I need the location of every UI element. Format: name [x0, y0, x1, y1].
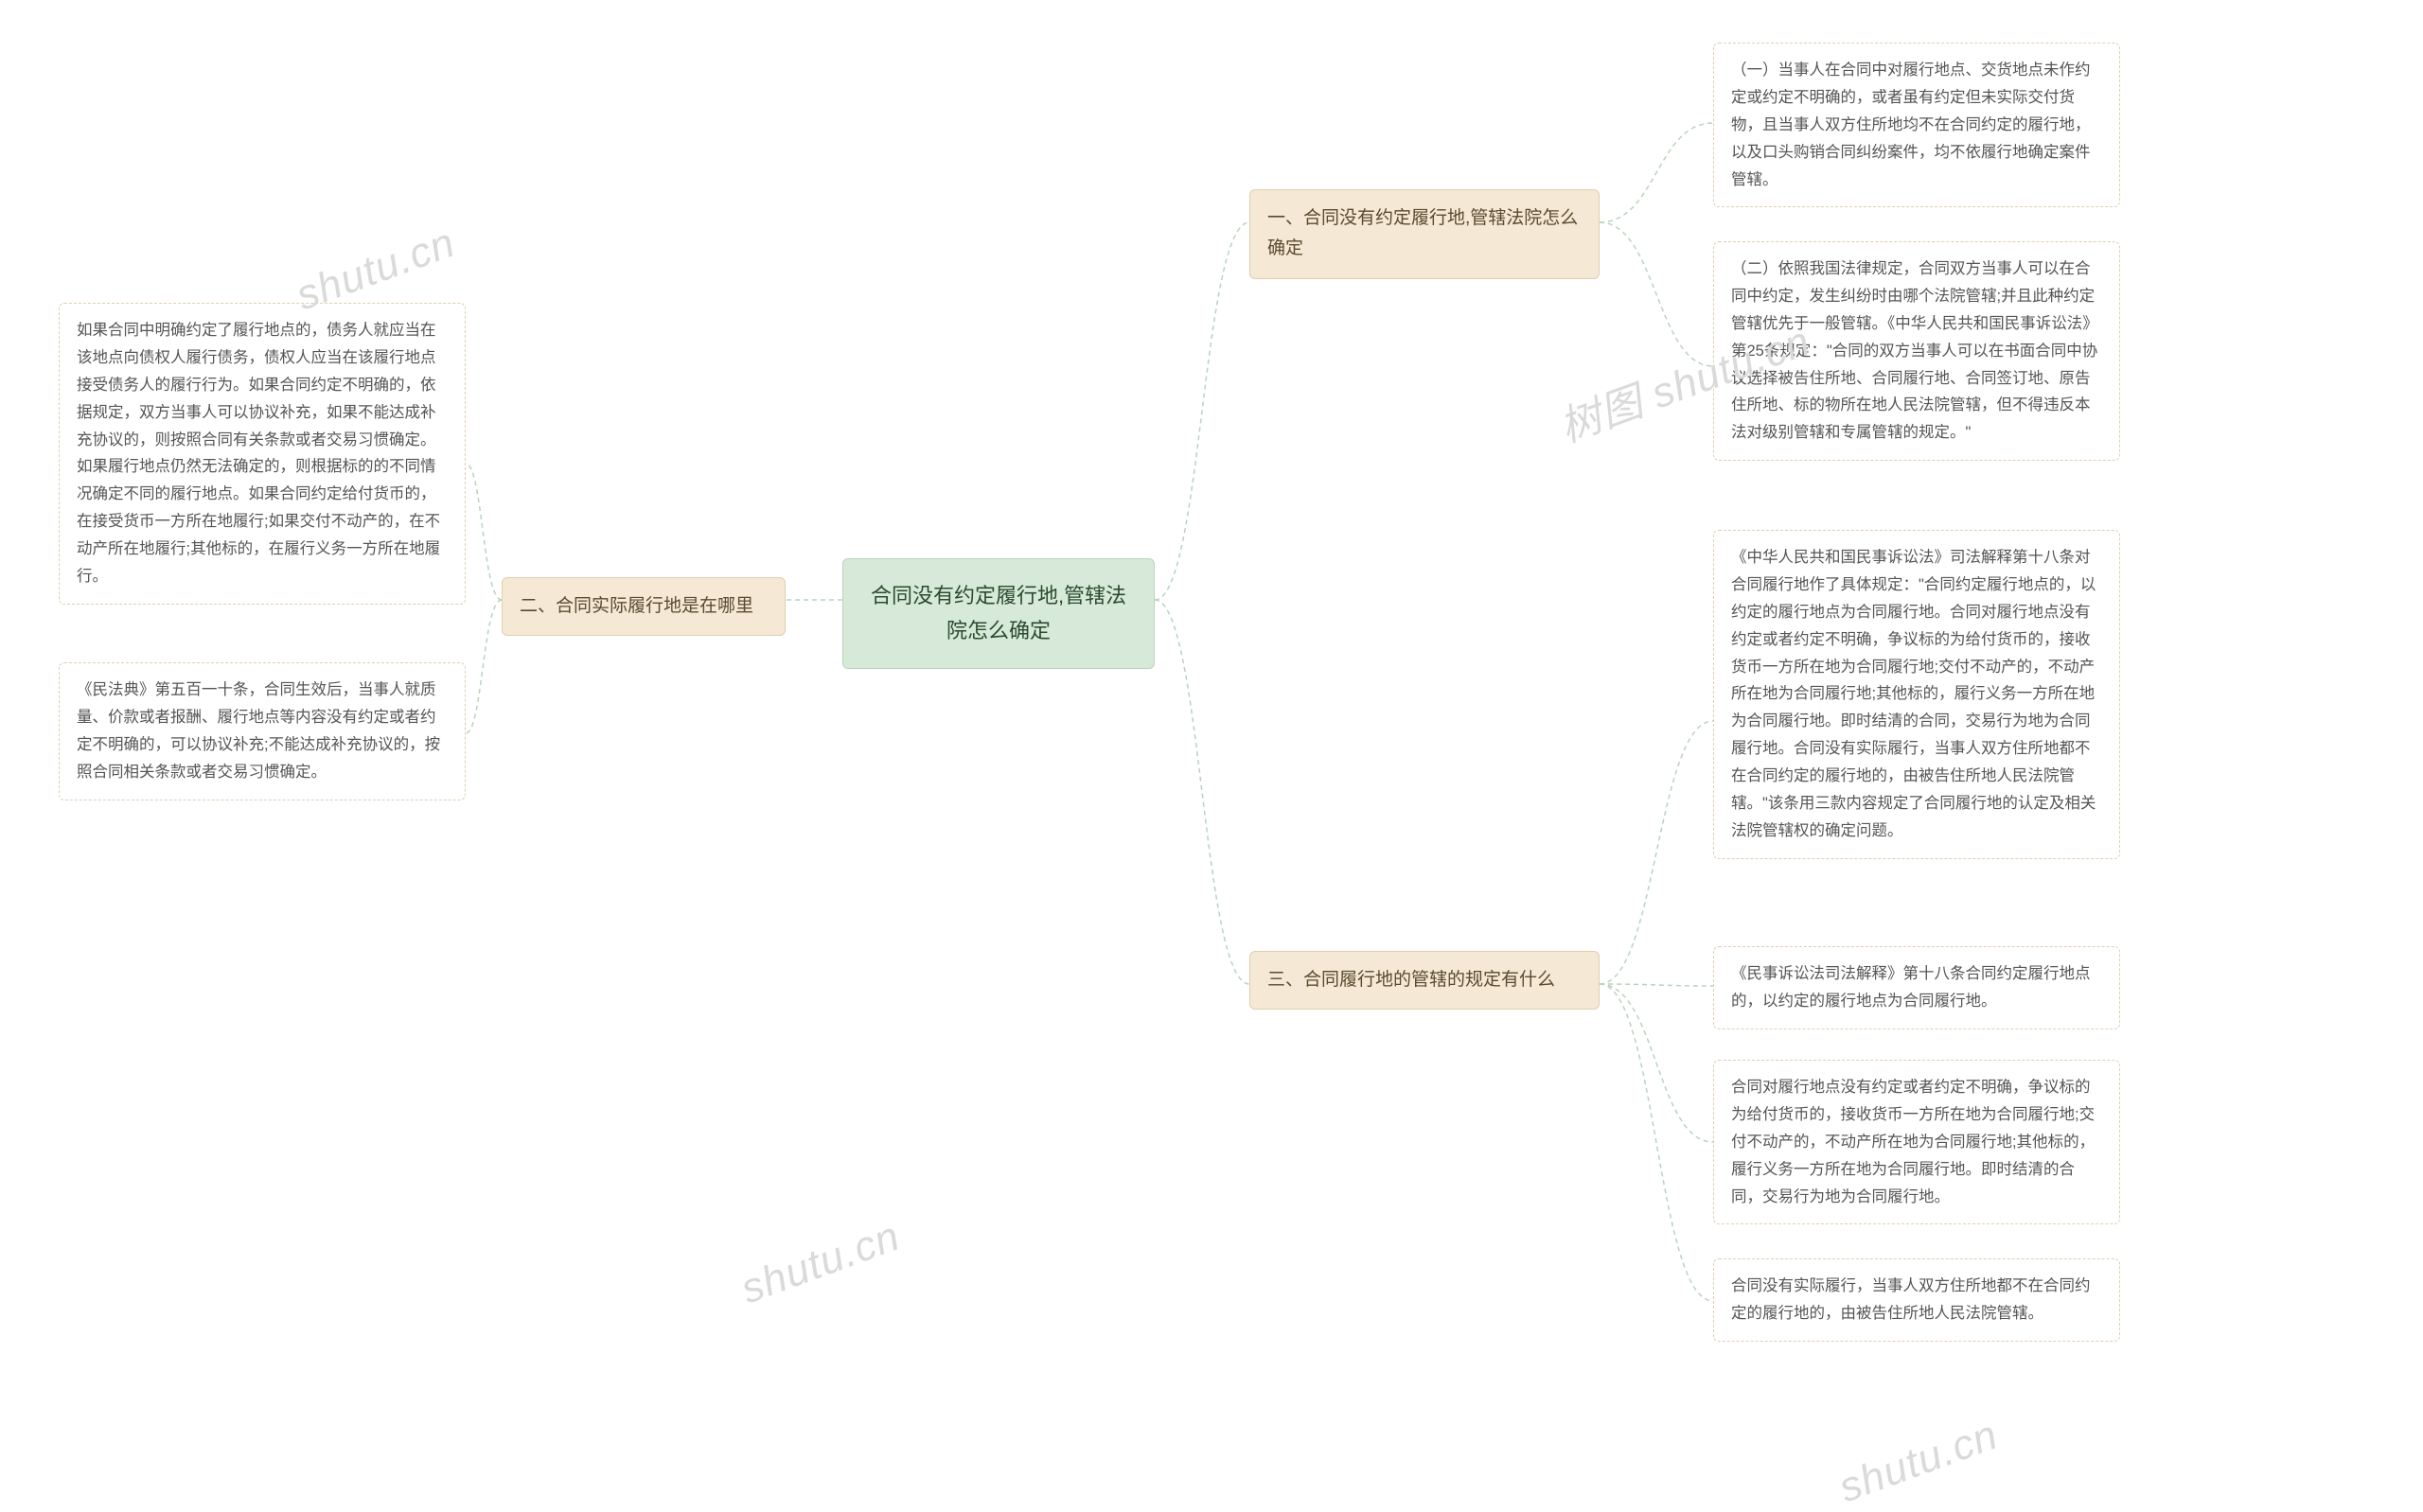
- watermark: shutu.cn: [1833, 1412, 2005, 1512]
- branch-node-2: 二、合同实际履行地是在哪里: [502, 577, 786, 636]
- leaf-node-2-1: 如果合同中明确约定了履行地点的，债务人就应当在该地点向债权人履行债务，债权人应当…: [59, 303, 466, 605]
- leaf-node-3-4: 合同没有实际履行，当事人双方住所地都不在合同约定的履行地的，由被告住所地人民法院…: [1713, 1258, 2120, 1342]
- leaf-node-3-1: 《中华人民共和国民事诉讼法》司法解释第十八条对合同履行地作了具体规定："合同约定…: [1713, 530, 2120, 859]
- branch-node-1: 一、合同没有约定履行地,管辖法院怎么确定: [1249, 189, 1600, 279]
- leaf-node-3-2: 《民事诉讼法司法解释》第十八条合同约定履行地点的，以约定的履行地点为合同履行地。: [1713, 946, 2120, 1029]
- leaf-node-2-2: 《民法典》第五百一十条，合同生效后，当事人就质量、价款或者报酬、履行地点等内容没…: [59, 662, 466, 800]
- branch-node-3: 三、合同履行地的管辖的规定有什么: [1249, 951, 1600, 1010]
- leaf-node-1-1: （一）当事人在合同中对履行地点、交货地点未作约定或约定不明确的，或者虽有约定但未…: [1713, 43, 2120, 207]
- mindmap-center: 合同没有约定履行地,管辖法院怎么确定: [842, 558, 1155, 669]
- watermark: shutu.cn: [735, 1213, 907, 1314]
- leaf-node-3-3: 合同对履行地点没有约定或者约定不明确，争议标的为给付货币的，接收货币一方所在地为…: [1713, 1060, 2120, 1224]
- leaf-node-1-2: （二）依照我国法律规定，合同双方当事人可以在合同中约定，发生纠纷时由哪个法院管辖…: [1713, 241, 2120, 461]
